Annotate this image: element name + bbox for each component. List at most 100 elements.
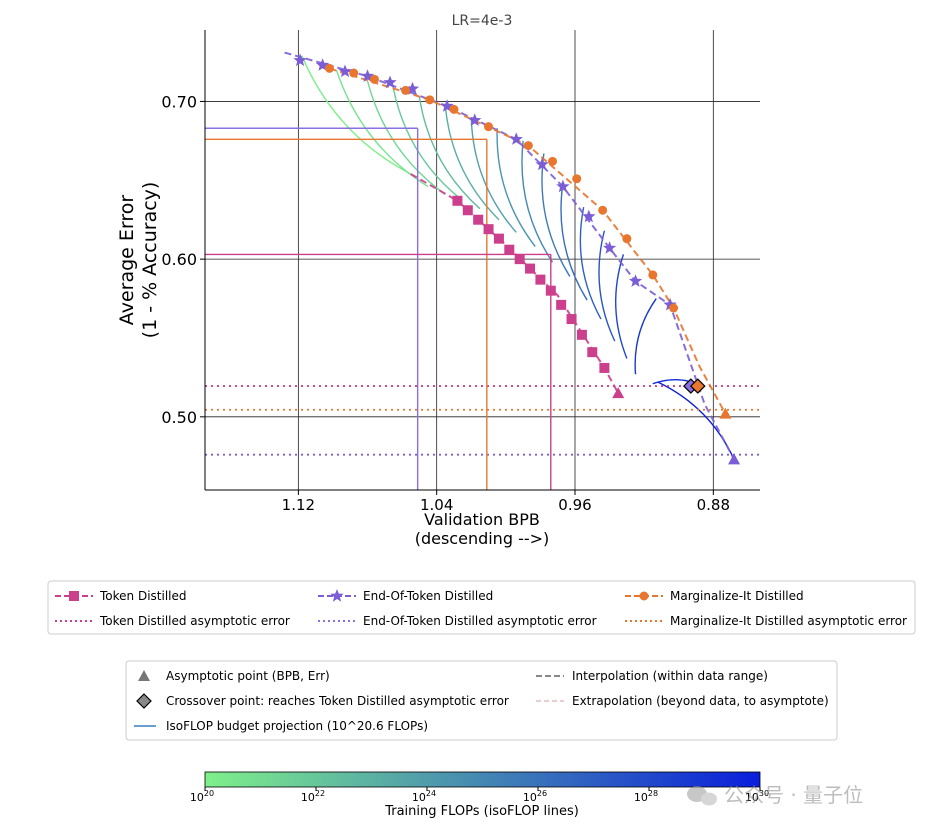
data-point: [293, 53, 307, 67]
colorbar-tick-exponent: 22: [315, 789, 325, 798]
data-point: [587, 347, 598, 358]
isoflop-line: [598, 230, 616, 342]
legend-entry-label: Token Distilled asymptotic error: [99, 614, 290, 628]
isoflop-line: [418, 96, 481, 210]
x-tick-label: 0.88: [697, 496, 730, 514]
colorbar-tick-label: 1024: [412, 789, 436, 804]
isoflop-line: [496, 128, 536, 247]
data-point: [425, 95, 435, 105]
legend-entry-label: Marginalize-It Distilled: [670, 589, 804, 603]
legend-entry-label: Interpolation (within data range): [572, 669, 768, 683]
data-point: [383, 75, 397, 89]
colorbar-ticks: 1020 1022 1024 1026 1028 1030: [190, 787, 769, 804]
reference-lines: [205, 127, 760, 490]
watermark: 公众号 · 量子位: [687, 783, 863, 807]
colorbar-tick-base: 10: [634, 791, 648, 804]
data-point: [483, 224, 494, 235]
colorbar-tick-base: 10: [523, 791, 537, 804]
x-tick-label: 0.96: [558, 496, 591, 514]
legend-markers-box: [125, 660, 838, 741]
legend-entry-label: Token Distilled: [99, 589, 187, 603]
isoflop-line: [541, 153, 571, 277]
x-tick-label: 1.04: [420, 496, 453, 514]
data-point: [405, 81, 420, 95]
colorbar-label: Training FLOPs (isoFLOP lines): [384, 804, 579, 819]
colorbar: [204, 771, 761, 788]
legend-markers: Asymptotic point (BPB, Err) Interpolation…: [134, 669, 829, 733]
x-axis-label-line1: Validation BPB: [424, 510, 540, 529]
y-ticks: 0.50 0.60 0.70: [161, 92, 205, 427]
crossover-point: [689, 378, 706, 394]
y-tick-label: 0.60: [161, 250, 197, 269]
data-point: [349, 68, 359, 78]
colorbar-tick-label: 1028: [634, 789, 658, 804]
wechat-icon: [687, 786, 717, 806]
legend-entry-label: IsoFLOP budget projection (10^20.6 FLOPs…: [166, 719, 428, 733]
data-point: [401, 85, 411, 95]
isoflop-line: [366, 80, 446, 196]
isoflop-line: [634, 298, 657, 375]
colorbar-tick-exponent: 24: [426, 789, 436, 798]
legend-series-box: [47, 580, 916, 635]
colorbar-tick-base: 10: [301, 791, 315, 804]
x-tick-label: 1.12: [282, 496, 315, 514]
data-point: [468, 113, 482, 126]
y-axis-label-line1: Average Error: [116, 195, 138, 326]
colorbar-tick-exponent: 20: [204, 789, 214, 798]
series-markers: [293, 53, 741, 465]
data-point: [525, 263, 536, 274]
isoflop-line: [579, 206, 602, 320]
watermark-text: 公众号 · 量子位: [724, 783, 863, 807]
asymptotic-point: [612, 387, 625, 399]
isoflop-line: [657, 381, 735, 460]
legend-entry-label: End-Of-Token Distilled: [363, 589, 493, 603]
data-point: [473, 214, 484, 225]
colorbar-tick-exponent: 26: [537, 789, 547, 798]
series-curve: [284, 51, 735, 460]
legend-marker-sample: [330, 589, 344, 602]
data-point: [622, 234, 632, 244]
data-point: [548, 156, 558, 166]
data-point: [663, 297, 677, 311]
data-point: [514, 254, 525, 265]
data-point: [545, 285, 556, 296]
legend-entry-label: Crossover point: reaches Token Distilled…: [166, 694, 509, 708]
colorbar-tick-base: 10: [745, 791, 759, 804]
colorbar-tick-base: 10: [412, 791, 426, 804]
isoflop-line: [470, 117, 517, 233]
legend-entry-label: Extrapolation (beyond data, to asymptote…: [572, 694, 829, 708]
data-point: [566, 314, 577, 325]
colorbar-tick-exponent: 28: [648, 789, 658, 798]
legend-entry-label: End-Of-Token Distilled asymptotic error: [363, 614, 597, 628]
y-axis-label-line2: (1 - % Accuracy): [139, 182, 161, 339]
data-point: [452, 195, 463, 206]
grid-lines: [205, 30, 760, 490]
data-point: [449, 104, 459, 114]
isoflop-line: [560, 183, 588, 301]
data-point: [493, 233, 504, 244]
legend-marker-sample: [639, 591, 649, 601]
isoflop-line: [521, 140, 554, 263]
legend-entry-label: Marginalize-It Distilled asymptotic erro…: [670, 614, 907, 628]
series-curve: [410, 173, 620, 394]
data-point: [535, 157, 549, 171]
data-point: [582, 209, 596, 223]
legend-series: Token Distilled End-Of-Token Distilled Mar…: [55, 589, 907, 628]
isoflop-line: [614, 254, 628, 359]
x-ticks: 1.12 1.04 0.96 0.88: [282, 490, 730, 514]
data-point: [598, 205, 608, 215]
colorbar-tick-label: 1030: [745, 789, 769, 804]
isoflop-line: [444, 106, 500, 221]
data-point: [599, 362, 610, 373]
colorbar-tick-label: 1022: [301, 789, 325, 804]
data-point: [572, 174, 582, 184]
chart-title: LR=4e-3: [452, 13, 513, 29]
colorbar-tick-exponent: 30: [759, 789, 769, 798]
legend-entry-label: Asymptotic point (BPB, Err): [166, 669, 330, 683]
asymptotic-point: [728, 453, 741, 465]
legend-marker-sample: [69, 591, 79, 601]
data-point: [462, 205, 473, 216]
data-point: [648, 270, 658, 280]
data-point: [523, 141, 533, 151]
